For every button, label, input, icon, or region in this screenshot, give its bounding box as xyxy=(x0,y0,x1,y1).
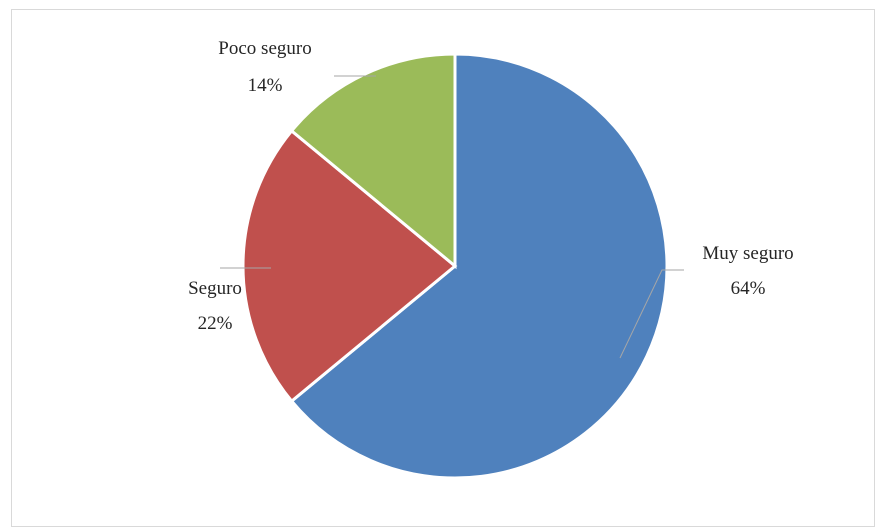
pie-slice-poco-seguro xyxy=(289,52,457,270)
label-seguro-name: Seguro xyxy=(188,278,242,299)
label-muy-seguro-name: Muy seguro xyxy=(702,243,793,264)
label-poco-seguro-value: 14% xyxy=(248,75,283,96)
pie-slices xyxy=(241,52,669,480)
pie-slice-seguro xyxy=(241,128,458,404)
label-seguro-value: 22% xyxy=(198,313,233,334)
label-poco-seguro-name: Poco seguro xyxy=(218,38,311,59)
pie-slice-muy-seguro xyxy=(289,52,669,480)
leader-line-muy-seguro xyxy=(619,269,684,359)
label-muy-seguro-value: 64% xyxy=(731,278,766,299)
